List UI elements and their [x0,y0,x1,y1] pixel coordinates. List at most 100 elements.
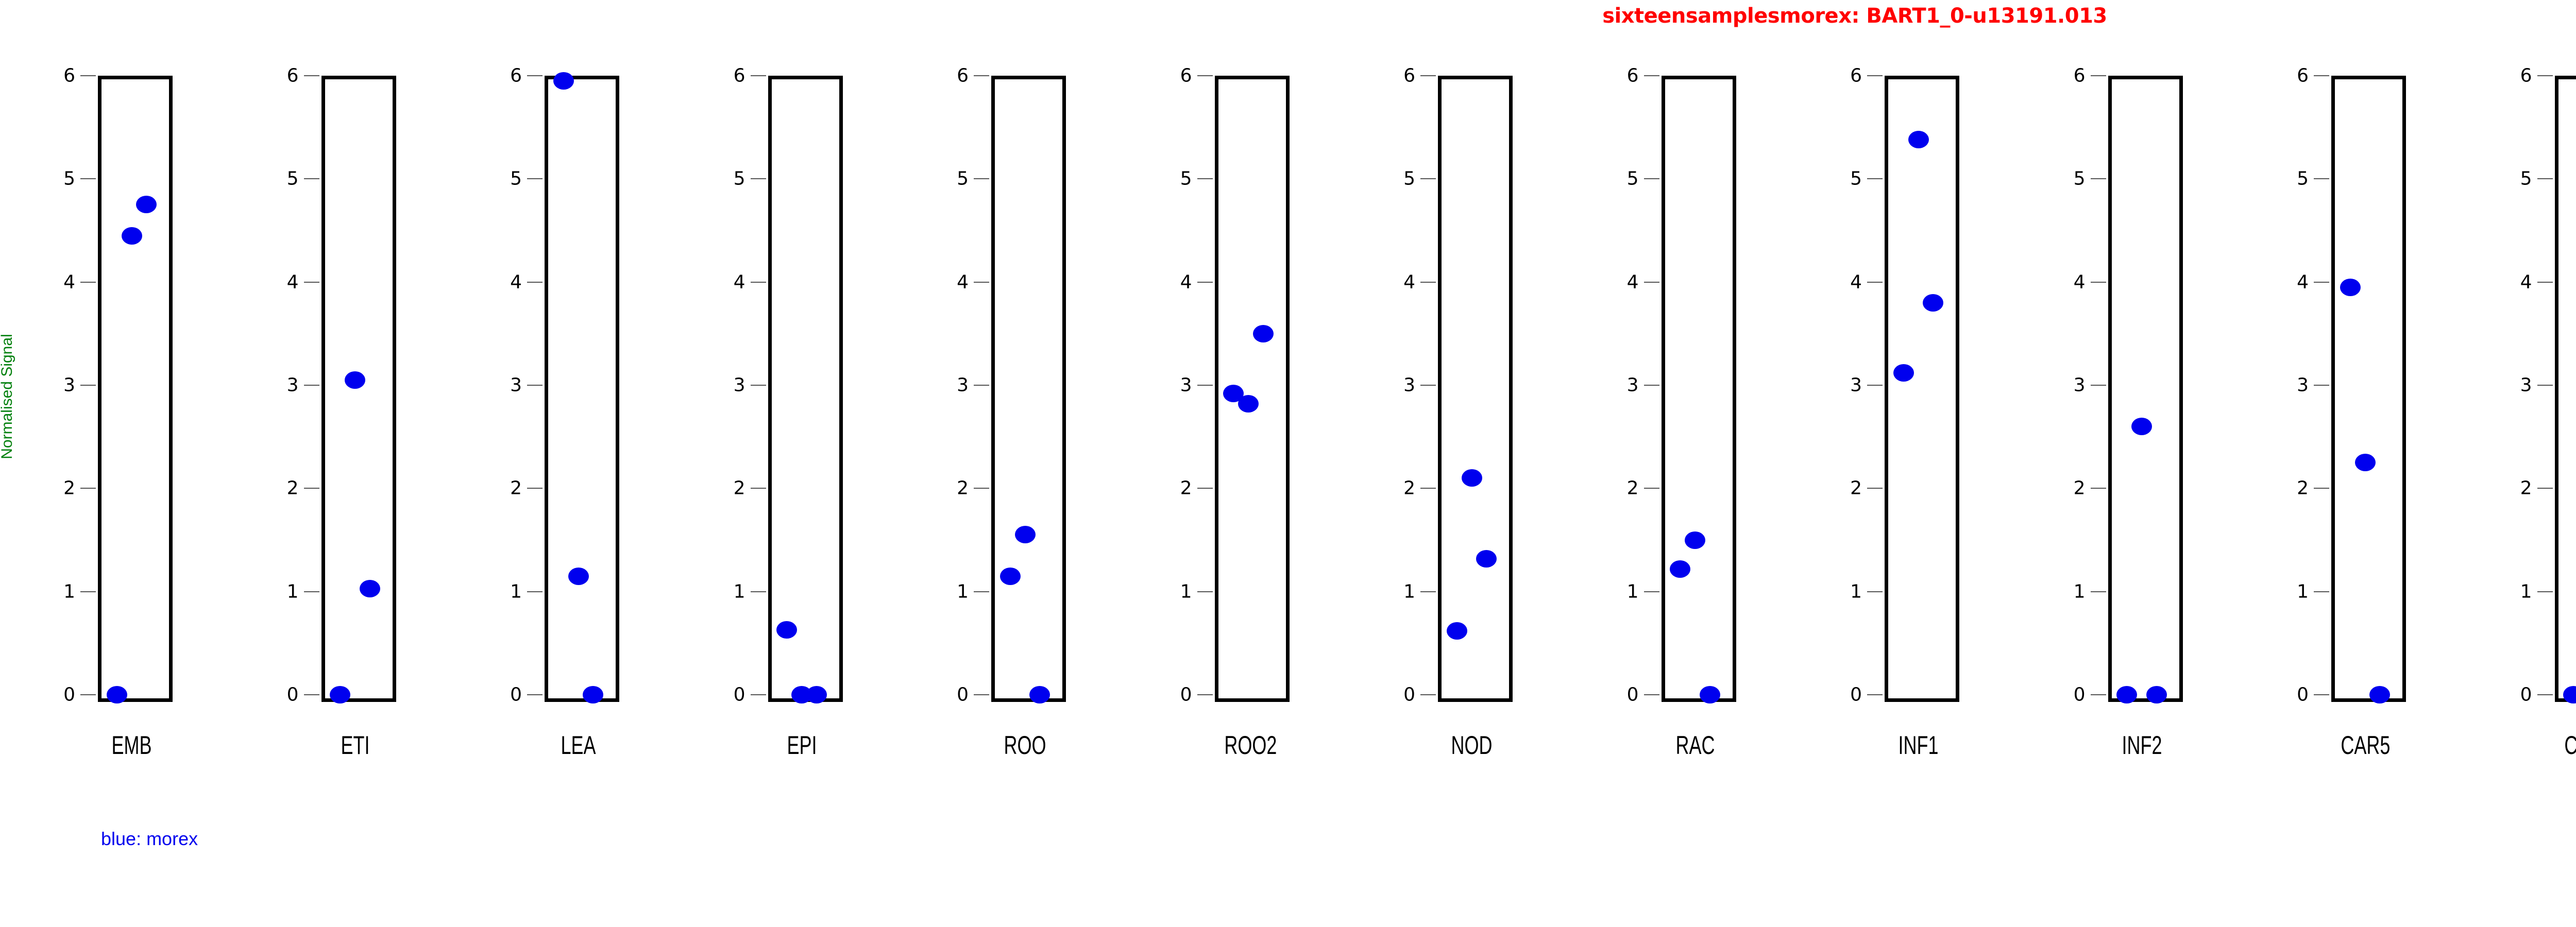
y-axis-tick-mark [2090,488,2106,489]
y-axis-tick-label: 6 [1403,65,1415,87]
y-axis-tick-mark [303,281,319,283]
y-axis-tick-mark [303,75,319,76]
y-axis-tick-label: 6 [2297,65,2309,87]
y-axis-tick-mark [303,694,319,695]
panel-frame [98,76,173,702]
y-axis-tick-mark [80,591,96,592]
y-axis-tick-mark [1867,75,1883,76]
y-axis-tick-label: 3 [2520,374,2532,396]
data-point [1685,531,1705,549]
x-axis-label-inf1: INF1 [1898,731,1939,760]
y-axis-tick-mark [2537,178,2553,180]
y-axis-tick-label: 4 [63,271,75,293]
data-point [2369,686,2391,703]
y-axis-tick-mark [1197,178,1213,180]
y-axis-tick-mark [527,178,543,180]
y-axis-tick-mark [974,694,989,695]
panel-frame [768,76,843,702]
y-axis-tick-label: 1 [2520,581,2532,603]
y-axis-tick-label: 3 [2073,374,2086,396]
y-axis-tick-mark [2537,281,2553,283]
y-axis-tick-label: 3 [1850,374,1862,396]
y-axis-tick-mark [2314,591,2329,592]
y-axis-tick-label: 6 [286,65,299,87]
data-point [1461,469,1482,487]
y-axis-tick-label: 6 [2520,65,2532,87]
y-axis-tick-label: 2 [1403,477,1415,499]
data-point [136,196,157,214]
x-axis-label-rac: RAC [1675,731,1715,760]
data-point [2340,278,2361,296]
y-axis-tick-mark [2314,488,2329,489]
y-axis-tick-label: 5 [63,168,75,190]
data-point [776,621,798,639]
y-axis-tick-mark [527,385,543,386]
y-axis-tick-mark [1420,178,1436,180]
panel-frame [2331,76,2406,702]
panel-frame [1438,76,1513,702]
y-axis-tick-label: 4 [1403,271,1415,293]
panel-frame [1661,76,1736,702]
x-axis-label-lea: LEA [561,731,596,760]
x-axis-label-car15: CAR15 [2564,730,2576,760]
y-axis-tick-label: 3 [1403,374,1415,396]
x-axis-label-car5: CAR5 [2341,731,2391,760]
y-axis-tick-mark [527,281,543,283]
y-axis-tick-label: 2 [733,477,745,499]
y-axis-tick-mark [2314,281,2329,283]
data-point [2146,686,2167,703]
y-axis-tick-mark [1867,385,1883,386]
y-axis-tick-label: 2 [510,477,522,499]
y-axis-tick-label: 6 [1180,65,1192,87]
y-axis-tick-mark [1420,591,1436,592]
y-axis-tick-label: 0 [733,684,745,706]
y-axis-tick-label: 2 [1850,477,1862,499]
data-point [2563,686,2576,703]
y-axis-tick-label: 2 [1626,477,1639,499]
y-axis-tick-mark [2090,75,2106,76]
y-axis-tick-label: 1 [2297,581,2309,603]
y-axis-tick-label: 1 [1180,581,1192,603]
y-axis-tick-mark [527,488,543,489]
y-axis-tick-label: 6 [733,65,745,87]
y-axis-tick-label: 1 [733,581,745,603]
y-axis-tick-label: 3 [957,374,969,396]
data-point [345,371,365,389]
y-axis-tick-mark [1197,488,1213,489]
y-axis-tick-label: 4 [733,271,745,293]
y-axis-tick-mark [1420,385,1436,386]
y-axis-tick-mark [2537,75,2553,76]
y-axis-tick-mark [527,591,543,592]
y-axis-tick-label: 3 [1180,374,1192,396]
x-axis-label-roo2: ROO2 [1224,731,1277,760]
data-point [999,567,1021,585]
data-point [1699,686,1720,703]
y-axis-tick-label: 4 [957,271,969,293]
data-point [1670,560,1691,578]
y-axis-tick-label: 4 [1180,271,1192,293]
y-axis-tick-mark [2090,591,2106,592]
y-axis-tick-label: 2 [1180,477,1192,499]
y-axis-tick-label: 1 [1403,581,1415,603]
panel-frame [991,76,1066,702]
y-axis-tick-mark [2314,385,2329,386]
data-point [583,686,604,703]
y-axis-tick-label: 2 [63,477,75,499]
y-axis-tick-mark [2090,281,2106,283]
x-axis-label-epi: EPI [786,731,817,760]
x-axis-label-roo: ROO [1004,731,1046,760]
y-axis-tick-mark [1867,281,1883,283]
y-axis-tick-mark [2537,488,2553,489]
data-point [1908,131,1929,149]
data-point [2354,454,2376,472]
y-axis-tick-label: 5 [1180,168,1192,190]
y-axis-tick-mark [527,75,543,76]
y-axis-tick-mark [974,488,989,489]
y-axis-tick-label: 4 [1850,271,1862,293]
data-point [330,686,351,703]
y-axis-tick-mark [2090,385,2106,386]
y-axis-tick-mark [1867,178,1883,180]
y-axis-tick-label: 0 [2520,684,2532,706]
y-axis-tick-label: 0 [1180,684,1192,706]
data-point [1029,686,1050,703]
